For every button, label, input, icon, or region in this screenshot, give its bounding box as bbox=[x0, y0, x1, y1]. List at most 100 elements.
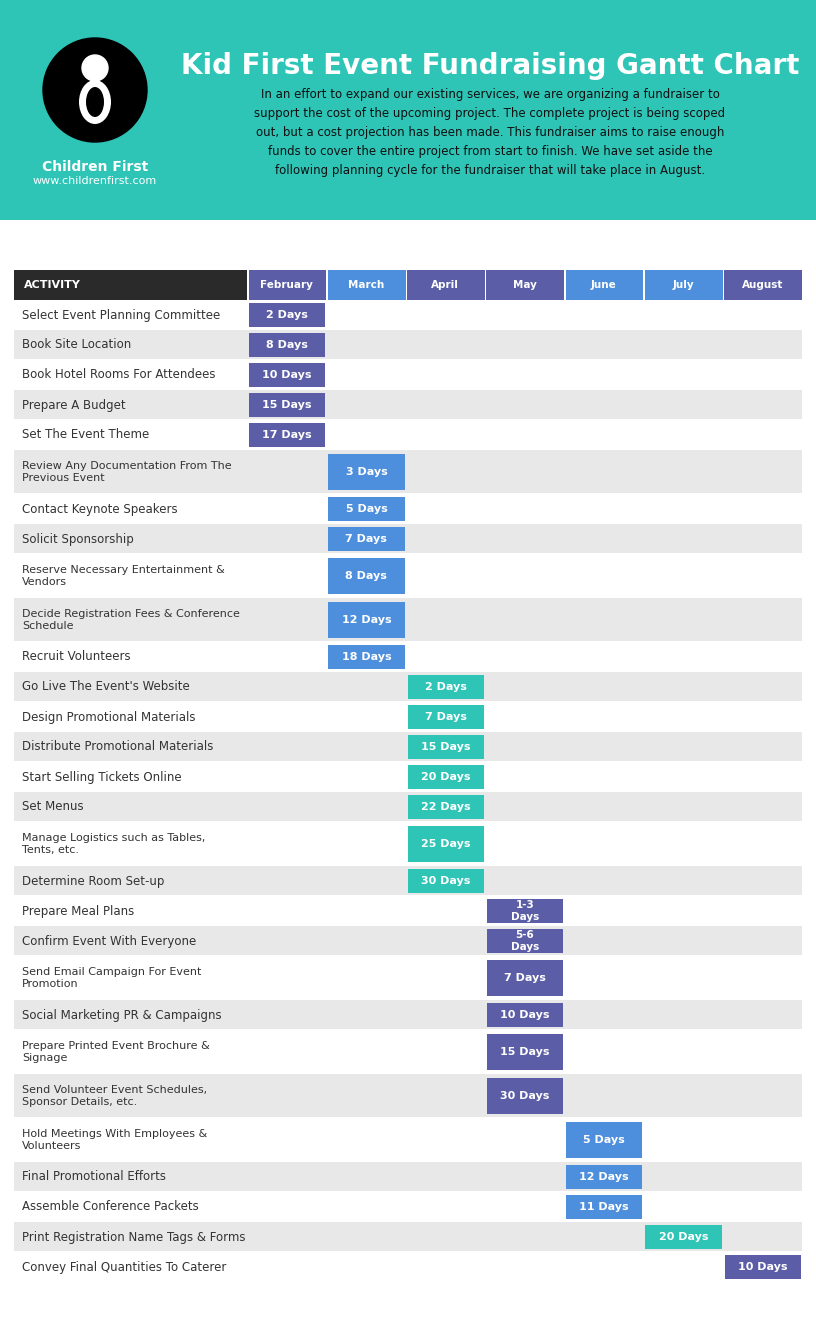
Text: Review Any Documentation From The
Previous Event: Review Any Documentation From The Previo… bbox=[22, 461, 232, 484]
Bar bbox=[14, 1192, 802, 1222]
Text: 15 Days: 15 Days bbox=[263, 401, 312, 410]
Bar bbox=[249, 270, 326, 300]
Text: Kid First Event Fundraising Gantt Chart: Kid First Event Fundraising Gantt Chart bbox=[181, 52, 799, 81]
Text: Hold Meetings With Employees &
Volunteers: Hold Meetings With Employees & Volunteer… bbox=[22, 1129, 207, 1152]
Text: 10 Days: 10 Days bbox=[738, 1262, 787, 1271]
Text: Select Event Planning Committee: Select Event Planning Committee bbox=[22, 309, 220, 321]
Bar bbox=[645, 1224, 721, 1249]
Text: Confirm Event With Everyone: Confirm Event With Everyone bbox=[22, 934, 197, 948]
Text: February: February bbox=[260, 280, 313, 290]
Text: Set The Event Theme: Set The Event Theme bbox=[22, 429, 149, 441]
Bar bbox=[14, 360, 802, 390]
Text: 11 Days: 11 Days bbox=[579, 1202, 629, 1212]
Bar bbox=[14, 642, 802, 672]
Text: Start Selling Tickets Online: Start Selling Tickets Online bbox=[22, 770, 182, 784]
Text: 8 Days: 8 Days bbox=[345, 571, 388, 581]
Text: 3 Days: 3 Days bbox=[345, 466, 388, 477]
Bar bbox=[645, 270, 723, 300]
Text: Final Promotional Efforts: Final Promotional Efforts bbox=[22, 1171, 166, 1184]
Bar bbox=[14, 823, 802, 866]
Bar bbox=[14, 732, 802, 762]
Text: 15 Days: 15 Days bbox=[500, 1047, 550, 1056]
Text: Recruit Volunteers: Recruit Volunteers bbox=[22, 650, 131, 664]
Text: May: May bbox=[512, 280, 536, 290]
Bar bbox=[407, 870, 484, 892]
Text: Prepare Meal Plans: Prepare Meal Plans bbox=[22, 905, 135, 918]
Bar bbox=[328, 497, 405, 521]
Bar bbox=[328, 270, 406, 300]
Text: 25 Days: 25 Days bbox=[421, 839, 471, 849]
Bar bbox=[407, 765, 484, 789]
Bar bbox=[14, 554, 802, 598]
Bar bbox=[328, 602, 405, 637]
Text: Solicit Sponsorship: Solicit Sponsorship bbox=[22, 532, 134, 546]
Text: Contact Keynote Speakers: Contact Keynote Speakers bbox=[22, 503, 178, 516]
Bar bbox=[487, 929, 563, 953]
Bar bbox=[487, 1035, 563, 1070]
Text: July: July bbox=[672, 280, 694, 290]
Text: 5 Days: 5 Days bbox=[583, 1134, 625, 1145]
Text: 15 Days: 15 Days bbox=[421, 742, 471, 753]
Bar bbox=[14, 598, 802, 642]
Text: Go Live The Event's Website: Go Live The Event's Website bbox=[22, 680, 190, 694]
Bar bbox=[407, 796, 484, 818]
Bar bbox=[14, 1222, 802, 1253]
Bar bbox=[407, 706, 484, 728]
Text: 20 Days: 20 Days bbox=[421, 771, 471, 782]
Bar bbox=[14, 866, 802, 896]
Circle shape bbox=[43, 38, 147, 142]
Bar bbox=[14, 419, 802, 450]
Bar bbox=[566, 1195, 642, 1219]
Bar bbox=[328, 527, 405, 551]
Text: Prepare Printed Event Brochure &
Signage: Prepare Printed Event Brochure & Signage bbox=[22, 1040, 210, 1063]
Bar bbox=[249, 302, 326, 327]
Text: 30 Days: 30 Days bbox=[500, 1091, 550, 1101]
Text: Book Site Location: Book Site Location bbox=[22, 339, 131, 352]
Bar bbox=[14, 1030, 802, 1074]
Bar bbox=[328, 454, 405, 489]
Text: Assemble Conference Packets: Assemble Conference Packets bbox=[22, 1200, 199, 1214]
Text: Prepare A Budget: Prepare A Budget bbox=[22, 399, 126, 411]
Bar bbox=[487, 1003, 563, 1027]
Text: Design Promotional Materials: Design Promotional Materials bbox=[22, 711, 196, 723]
Bar bbox=[249, 363, 326, 387]
Bar bbox=[14, 495, 802, 524]
Bar bbox=[14, 331, 802, 360]
Bar bbox=[14, 1000, 802, 1030]
Text: Send Volunteer Event Schedules,
Sponsor Details, etc.: Send Volunteer Event Schedules, Sponsor … bbox=[22, 1085, 207, 1107]
Ellipse shape bbox=[86, 87, 104, 117]
Bar bbox=[14, 762, 802, 792]
Bar bbox=[566, 1122, 642, 1157]
Text: 17 Days: 17 Days bbox=[262, 430, 312, 439]
Bar bbox=[14, 1253, 802, 1282]
Text: In an effort to expand our existing services, we are organizing a fundraiser to
: In an effort to expand our existing serv… bbox=[255, 87, 725, 177]
Bar bbox=[407, 735, 484, 759]
Text: Children First: Children First bbox=[42, 160, 149, 173]
Text: Manage Logistics such as Tables,
Tents, etc.: Manage Logistics such as Tables, Tents, … bbox=[22, 833, 206, 855]
Bar bbox=[14, 390, 802, 419]
Text: 7 Days: 7 Days bbox=[425, 712, 467, 722]
Bar bbox=[14, 270, 247, 300]
Bar bbox=[249, 423, 326, 448]
Text: 8 Days: 8 Days bbox=[266, 340, 308, 349]
Bar bbox=[487, 1078, 563, 1114]
Bar bbox=[328, 558, 405, 594]
Bar bbox=[487, 961, 563, 996]
Bar bbox=[14, 926, 802, 956]
Text: 20 Days: 20 Days bbox=[659, 1232, 708, 1242]
Bar bbox=[14, 702, 802, 732]
Text: Decide Registration Fees & Conference
Schedule: Decide Registration Fees & Conference Sc… bbox=[22, 609, 240, 632]
Text: 5 Days: 5 Days bbox=[345, 504, 388, 513]
Bar bbox=[407, 675, 484, 699]
Bar bbox=[14, 1074, 802, 1118]
Text: Set Menus: Set Menus bbox=[22, 801, 83, 813]
Bar bbox=[0, 0, 816, 220]
Text: 2 Days: 2 Days bbox=[266, 310, 308, 320]
Text: Send Email Campaign For Event
Promotion: Send Email Campaign For Event Promotion bbox=[22, 966, 202, 989]
Bar bbox=[566, 1165, 642, 1189]
Text: March: March bbox=[348, 280, 384, 290]
Bar bbox=[14, 956, 802, 1000]
Text: 10 Days: 10 Days bbox=[500, 1009, 550, 1020]
Text: 2 Days: 2 Days bbox=[425, 681, 467, 692]
Bar bbox=[0, 220, 816, 270]
